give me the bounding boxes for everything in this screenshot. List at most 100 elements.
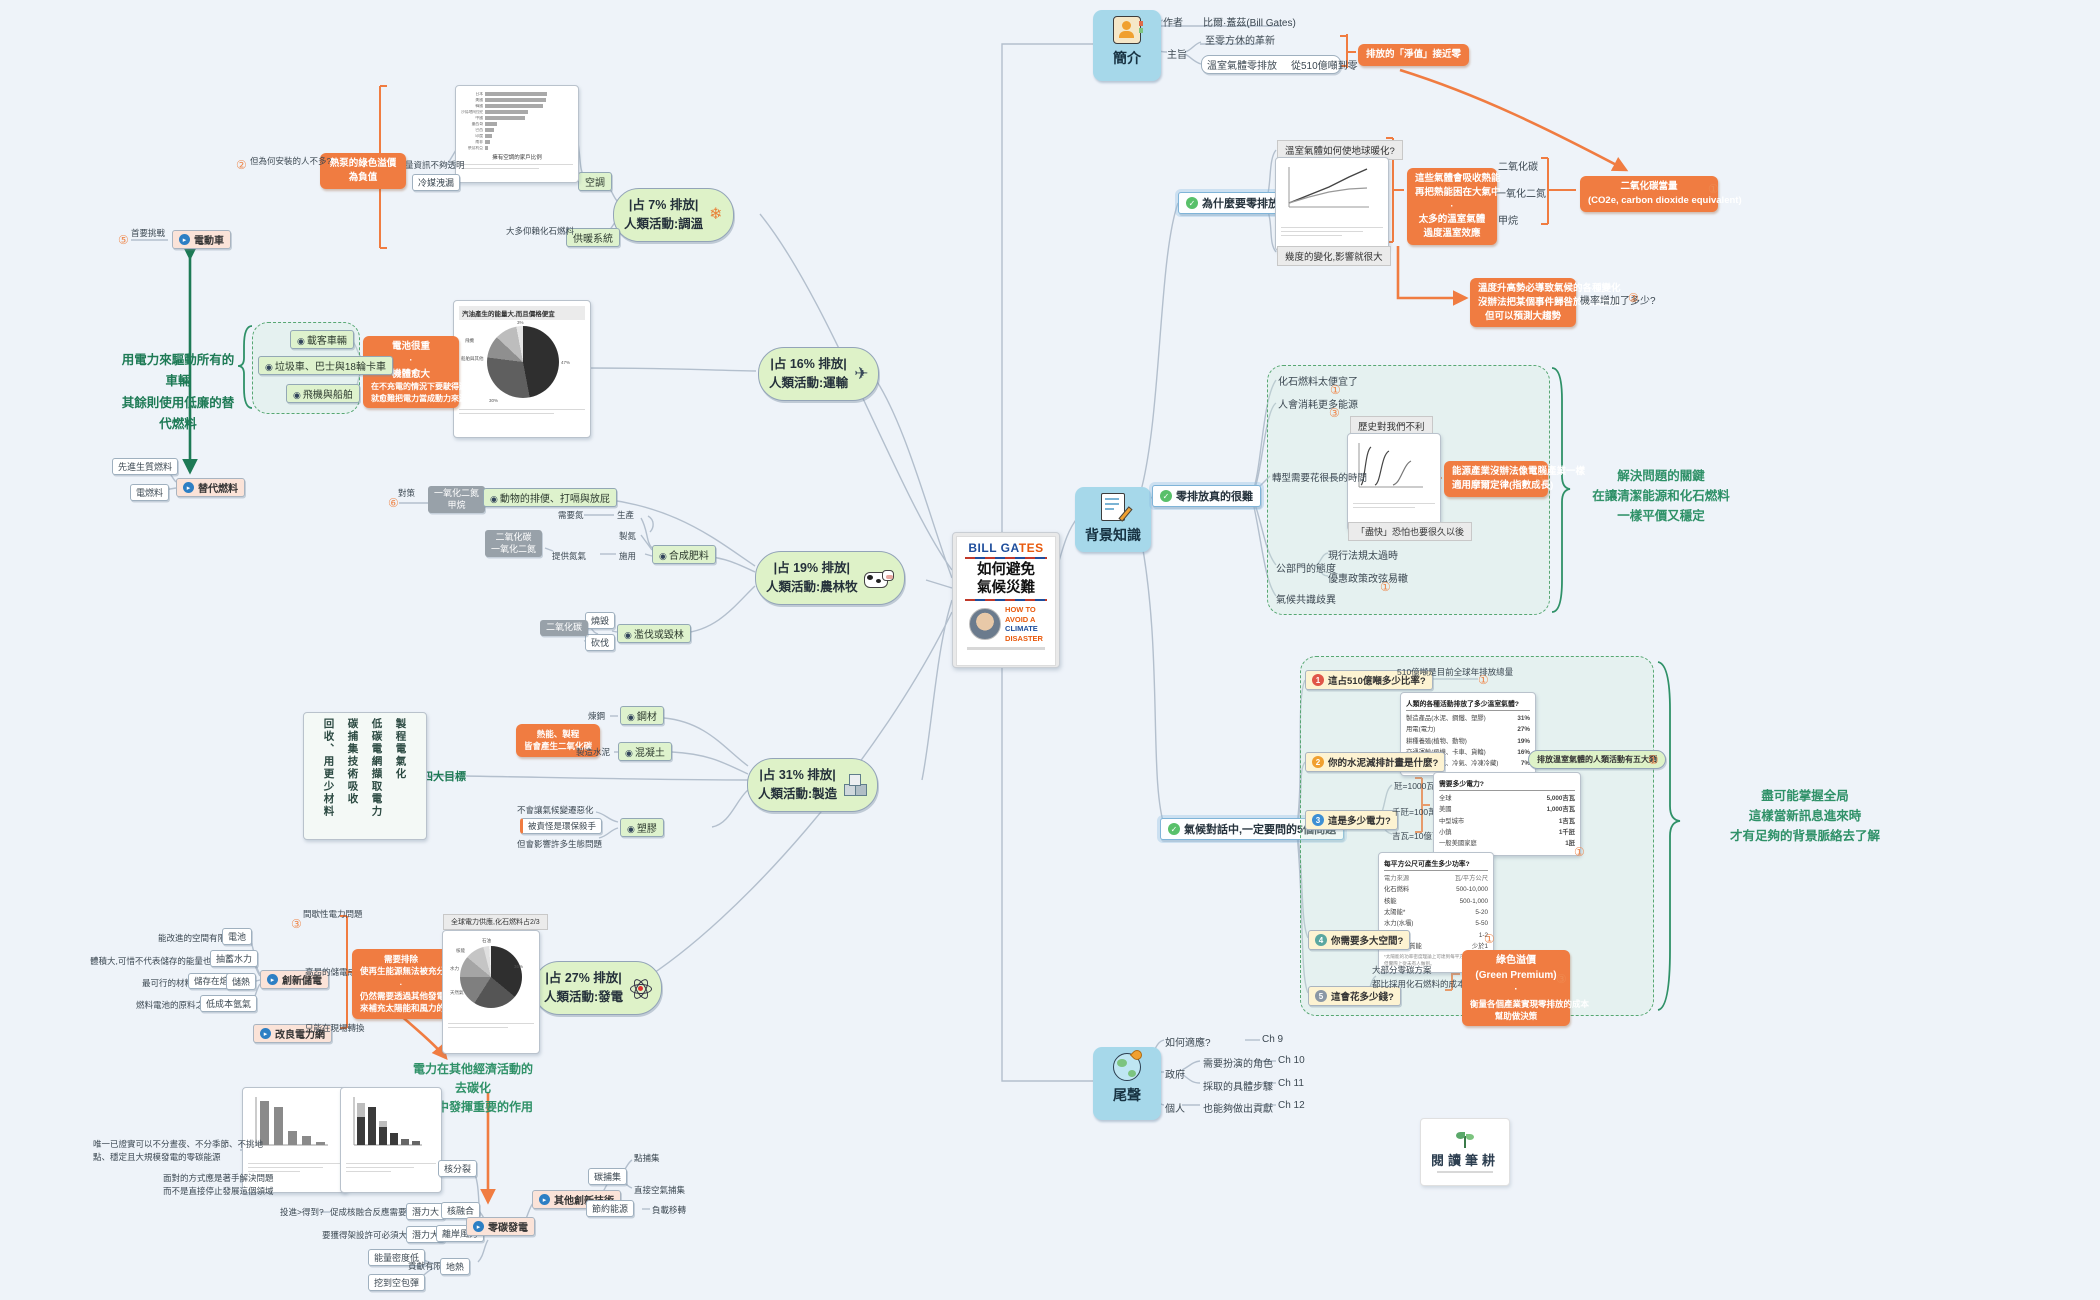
gas-co2[interactable]: 二氧化碳: [1498, 162, 1538, 173]
point-capture[interactable]: 點捕集: [634, 1153, 660, 1163]
geo-note1[interactable]: 能量密度低: [368, 1249, 426, 1266]
node-plastic[interactable]: ◉ 塑膠: [620, 818, 664, 837]
power-info-opaque[interactable]: 耗電量資訊不夠透明: [388, 160, 465, 170]
load-shifting[interactable]: 負載移轉: [652, 1205, 687, 1215]
fusion-note1[interactable]: 投進>得到?: [280, 1207, 324, 1217]
moore-box[interactable]: 能源產業沒辦法像電腦產業一樣 適用摩爾定律(指數成長): [1444, 461, 1585, 497]
hard-public[interactable]: 公部門的態度: [1276, 564, 1336, 575]
gas-n2o[interactable]: 一氧化二氮: [1496, 189, 1546, 200]
node-carbon-capture[interactable]: 碳捕集: [588, 1168, 628, 1185]
green-premium-box[interactable]: 綠色溢價 (Green Premium) · 衡量各個產業實現零排放的成本 幫助做決策: [1462, 950, 1589, 1027]
hard-law[interactable]: 現行法規太過時: [1328, 551, 1398, 562]
agri-supply-n[interactable]: 提供氮氣: [552, 551, 587, 561]
bubble-transport[interactable]: |占 16% 排放| 人類活動:運輸 ✈: [758, 347, 880, 401]
node-fission[interactable]: 核分裂: [438, 1160, 478, 1177]
four-goals-box[interactable]: 製程電氣化 低碳電網擷取電力 碳捕集技術吸收 回收、用更少材料: [303, 712, 427, 840]
electricity-table[interactable]: 需要多少電力? 全球 5,000吉瓦 美國 1,000吉瓦 中型城市 1吉瓦 小鎮 1千…: [1433, 772, 1581, 856]
agri-apply[interactable]: 施用: [619, 551, 637, 561]
onsite-note[interactable]: 只能在現場轉換: [305, 1023, 365, 1033]
node-concrete[interactable]: ◉ 混凝土: [618, 742, 672, 761]
storage-cost[interactable]: 高昂的儲電成本: [305, 967, 365, 977]
node-trucks[interactable]: ◉ 垃圾車、巴士與18輪卡車: [258, 356, 393, 375]
fertilizer-gases-box[interactable]: 二氧化碳 一氧化二氮: [485, 530, 543, 558]
power-chart-title[interactable]: 全球電力供應,化石燃料占2/3: [443, 914, 548, 930]
mfg-heat-box[interactable]: 熱能、製程 皆會產生二氧化碳: [516, 724, 600, 757]
geo-note2[interactable]: 挖到空包彈: [368, 1274, 426, 1291]
agri-cut[interactable]: 砍伐: [585, 634, 616, 651]
node-passenger-vehicles[interactable]: ◉ 載客車輛: [290, 330, 354, 349]
node-ev[interactable]: ▸ 電動車: [172, 230, 231, 249]
epilogue-gov[interactable]: 政府: [1165, 1070, 1185, 1081]
greenhouse-gases-box[interactable]: 這些氣體會吸收熱能 再把熱能困在大氣中 · 太多的溫室氣體 過度溫室效應: [1407, 168, 1501, 245]
power-supply-chart[interactable]: 36% 天然氣 水力 核能 石油: [442, 930, 540, 1054]
epilogue-adapt[interactable]: 如何適應?: [1165, 1038, 1211, 1049]
plastic-note2[interactable]: 被責怪是環保殺手: [520, 818, 603, 834]
deforest-gas-box[interactable]: 二氧化碳: [540, 620, 589, 636]
node-storage-innovation[interactable]: ▸ 創新儲電: [260, 970, 329, 989]
ac-ownership-chart[interactable]: 日本 美國 韓國 沙烏地阿拉伯 中國 墨西哥 巴西 印度 南非 奈及利亞 擁有空…: [455, 85, 579, 183]
co2e-box[interactable]: 二氧化碳當量 (CO2e, carbon dioxide equivalent): [1580, 176, 1742, 212]
gasoline-pie-card[interactable]: 汽油產生的能量大,而且價格便宜 3% 飛機 船舶與其他 47% 30%: [453, 300, 591, 438]
watt-kw[interactable]: 瓩=1000瓦: [1394, 781, 1435, 791]
fission-note-2[interactable]: 面對的方式應是著手解決問題 而不是直接停止發展這個領域: [163, 1173, 274, 1196]
intro-theme2[interactable]: 溫室氣體零排放 從510億噸到零: [1201, 55, 1358, 74]
bubble-power[interactable]: |占 27% 排放| 人類活動:發電: [533, 961, 663, 1015]
cost-note[interactable]: 大部分零碳方案 都比採用化石燃料的成本高: [1372, 965, 1475, 989]
hard-cheap[interactable]: 化石燃料太便宜了: [1278, 377, 1358, 388]
construction-bar-chart[interactable]: [340, 1087, 442, 1193]
epilogue-ch12[interactable]: Ch 12: [1278, 1100, 1305, 1111]
battery-note[interactable]: 能改進的空間有限: [158, 933, 227, 943]
watt-gw[interactable]: 吉瓦=10億瓦: [1392, 831, 1441, 841]
book-cover-card[interactable]: BILL GATES 如何避免 氣候災難 HOW TO AVOID A CLIMAT…: [952, 532, 1060, 668]
five-types-bubble[interactable]: 排放溫室氣體的人類活動有五大類: [1528, 750, 1666, 769]
offshore-note[interactable]: 要獲得架設許可必須大費周章: [322, 1230, 433, 1240]
watt-mw[interactable]: 千瓩=100萬瓦: [1392, 807, 1446, 817]
why-few-installed[interactable]: 但為何安裝的人不多?: [250, 156, 332, 166]
nuclear-bar-chart[interactable]: [242, 1087, 348, 1193]
heatpump-premium-box[interactable]: 熱泵的綠色溢價 為負值: [320, 153, 406, 189]
pumped-note[interactable]: 體積大,可惜不代表儲存的能量也大: [90, 956, 220, 966]
hard-transition[interactable]: 轉型需要花很長的時間: [1272, 473, 1368, 484]
degrees-note[interactable]: 幾度的變化,影響就很大: [1277, 246, 1391, 266]
node-cheap-h2[interactable]: 低成本氫氣: [200, 995, 258, 1012]
warming-chart[interactable]: [1275, 157, 1389, 251]
agri-burn[interactable]: 燒毀: [585, 612, 616, 629]
question-1[interactable]: 1 這占510億噸多少比率?: [1305, 670, 1433, 690]
h2-note[interactable]: 燃料電池的原料之一: [136, 1000, 213, 1010]
node-fertilizer[interactable]: ◉ 合成肥料: [652, 545, 716, 564]
direct-air-capture[interactable]: 直接空氣捕集: [634, 1185, 686, 1195]
ev-challenge[interactable]: 首要挑戰: [131, 228, 166, 238]
node-steel[interactable]: ◉ 鋼材: [620, 706, 664, 725]
epilogue-gov-role[interactable]: 需要扮演的角色: [1203, 1059, 1273, 1070]
bubble-agriculture[interactable]: |占 19% 排放| 人類活動:農林牧: [755, 551, 905, 605]
node-hard[interactable]: ✓ 零排放真的很難: [1152, 485, 1261, 507]
epilogue-personal[interactable]: 個人: [1165, 1104, 1185, 1115]
node-why-zero[interactable]: ✓ 為什麼要零排放: [1178, 192, 1287, 214]
section-epilogue[interactable]: 尾聲: [1093, 1047, 1161, 1120]
epilogue-ch9[interactable]: Ch 9: [1262, 1034, 1284, 1045]
bubble-manufacturing[interactable]: |占 31% 排放| 人類活動:製造: [747, 758, 879, 812]
hard-policy[interactable]: 優惠政策改弦易轍: [1328, 574, 1408, 585]
node-ac[interactable]: 空調: [578, 172, 612, 191]
refrigerant-leak[interactable]: 冷媒洩漏: [412, 174, 461, 191]
plastic-note1[interactable]: 不會讓氣候變遷惡化: [517, 805, 594, 815]
agri-gases-box[interactable]: 一氧化二氮 甲烷: [428, 486, 486, 514]
heating-note[interactable]: 大多仰賴化石燃料: [506, 226, 575, 236]
agri-measure[interactable]: 對策: [398, 488, 416, 498]
intro-theme-label[interactable]: 主旨: [1167, 50, 1187, 61]
agri-make-n[interactable]: 製氮: [619, 531, 637, 541]
intro-callout[interactable]: 排放的「淨值」接近零: [1358, 44, 1470, 66]
question-5[interactable]: 5 這會花多少錢?: [1308, 986, 1401, 1006]
q1-note[interactable]: 510億噸是目前全球年排放總量: [1397, 667, 1514, 677]
node-electrofuel[interactable]: 電燃料: [130, 484, 170, 501]
agri-need-n[interactable]: 需要氮: [558, 510, 584, 520]
section-background[interactable]: 背景知識: [1075, 487, 1151, 552]
intro-author-label[interactable]: 作者: [1163, 18, 1183, 29]
node-animal-emissions[interactable]: ◉ 動物的排便、打嗝與放屁: [483, 488, 617, 507]
intro-author-value[interactable]: 比爾·蓋茲(Bill Gates): [1203, 18, 1296, 29]
node-planes-ships[interactable]: ◉ 飛機與船舶: [286, 384, 360, 403]
epilogue-ch10[interactable]: Ch 10: [1278, 1055, 1305, 1066]
fission-note-1[interactable]: 唯一已證實可以不分晝夜、不分季節、不挑地 點、穩定且大規模發電的零碳能源: [93, 1139, 264, 1162]
section-intro[interactable]: 簡介: [1093, 10, 1161, 81]
node-fusion[interactable]: 核融合: [441, 1202, 481, 1219]
